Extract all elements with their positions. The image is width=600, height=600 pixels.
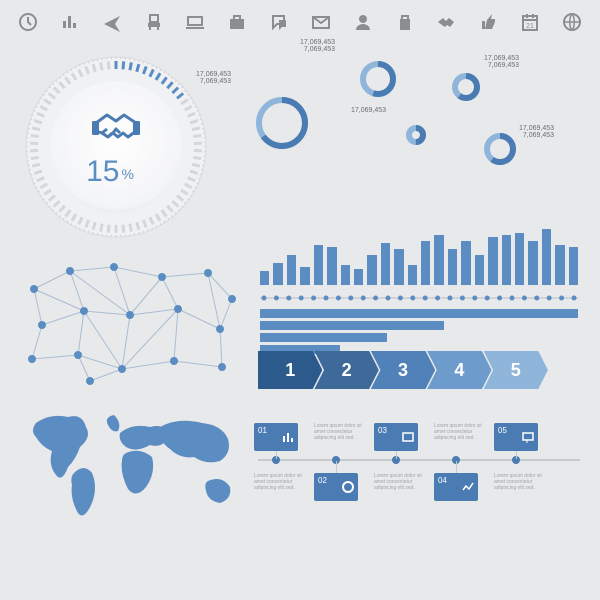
timeline-text: Lorem ipsum dolor sit amet consectetur a…	[434, 423, 486, 441]
step-arrows: 12345	[258, 351, 580, 389]
progress-gauge: 15%	[22, 53, 210, 241]
bar	[381, 243, 390, 285]
timeline-text: Lorem ipsum dolor sit amet consectetur a…	[494, 473, 546, 491]
laptop-icon	[185, 12, 205, 37]
bar	[569, 247, 578, 285]
briefcase-icon	[227, 12, 247, 37]
hbar	[260, 309, 578, 318]
world-map	[22, 403, 242, 533]
donut-1: 17,069,4537,069,453	[360, 61, 396, 102]
horizontal-bars	[260, 309, 578, 357]
timeline-text: Lorem ipsum dolor sit amet consectetur a…	[374, 473, 426, 491]
calendar-icon: 21	[520, 12, 540, 37]
clock-icon	[18, 12, 38, 37]
network-graph	[22, 259, 242, 389]
timeline-box-03: 03	[374, 423, 418, 451]
donut-4: 17,069,4537,069,453	[484, 133, 516, 170]
globe-icon	[562, 12, 582, 37]
infographic-canvas: 15% 17,069,4537,069,45317,069,4537,069,4…	[0, 45, 600, 597]
bar	[394, 249, 403, 285]
bar	[515, 233, 524, 285]
bar	[542, 229, 551, 285]
bar	[488, 237, 497, 285]
step-arrow-4: 4	[427, 351, 491, 389]
bar	[273, 263, 282, 285]
bar	[448, 249, 457, 285]
bar	[327, 247, 336, 285]
bar	[367, 255, 376, 285]
timeline-box-01: 01	[254, 423, 298, 451]
plane-icon	[102, 12, 122, 37]
bag-icon	[395, 12, 415, 37]
donut-0: 17,069,4537,069,453	[256, 97, 308, 154]
bar	[528, 241, 537, 285]
thumb-icon	[478, 12, 498, 37]
bar	[475, 255, 484, 285]
chair-icon	[144, 12, 164, 37]
bar	[434, 235, 443, 285]
bar	[354, 269, 363, 285]
hbar	[260, 333, 387, 342]
bar	[300, 267, 309, 285]
user-icon	[353, 12, 373, 37]
chat-icon	[269, 12, 289, 37]
bar	[341, 265, 350, 285]
timeline-box-05: 05	[494, 423, 538, 451]
timeline-text: Lorem ipsum dolor sit amet consectetur a…	[254, 473, 306, 491]
bar	[421, 241, 430, 285]
step-arrow-5: 5	[484, 351, 548, 389]
bar	[287, 255, 296, 285]
step-arrow-1: 1	[258, 351, 322, 389]
bar	[314, 245, 323, 285]
bar	[260, 271, 269, 285]
dotline	[260, 293, 578, 303]
donut-cluster: 17,069,4537,069,45317,069,4537,069,45317…	[252, 51, 582, 201]
step-arrow-3: 3	[371, 351, 435, 389]
timeline-text: Lorem ipsum dolor sit amet consectetur a…	[314, 423, 366, 441]
bar	[555, 245, 564, 285]
bar	[502, 235, 511, 285]
step-arrow-2: 2	[314, 351, 378, 389]
timeline-box-02: 02	[314, 473, 358, 501]
timeline: 01 Lorem ipsum dolor sit amet consectetu…	[258, 409, 580, 549]
bar	[461, 241, 470, 285]
donut-3: 17,069,453	[406, 125, 426, 150]
bar-chart	[260, 217, 578, 285]
chart-icon	[60, 12, 80, 37]
mail-icon	[311, 12, 331, 37]
bar	[408, 265, 417, 285]
timeline-box-04: 04	[434, 473, 478, 501]
hbar	[260, 321, 444, 330]
svg-text:21: 21	[526, 23, 534, 30]
donut-2: 17,069,4537,069,453	[452, 73, 480, 106]
handshake-icon	[436, 12, 456, 37]
